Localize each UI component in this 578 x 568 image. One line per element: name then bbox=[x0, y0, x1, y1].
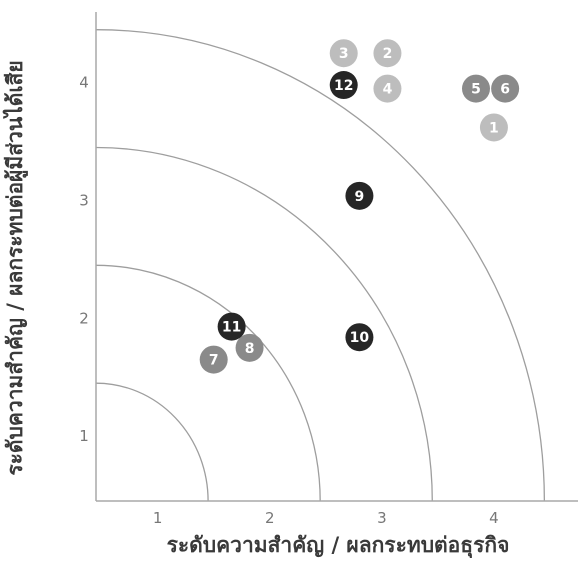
x-tick-label: 2 bbox=[265, 509, 275, 527]
point-number: 1 bbox=[489, 120, 499, 136]
point-12: 12 bbox=[329, 71, 358, 100]
point-number: 9 bbox=[355, 189, 365, 205]
point-marker bbox=[345, 323, 374, 352]
point-marker bbox=[217, 312, 246, 341]
x-axis-title: ระดับความสำคัญ / ผลกระทบต่อธุรกิจ bbox=[167, 533, 510, 559]
point-marker bbox=[479, 113, 508, 142]
ring-1 bbox=[95, 382, 209, 502]
y-tick-label: 3 bbox=[79, 192, 89, 210]
point-3: 3 bbox=[329, 39, 358, 68]
ring-2 bbox=[95, 264, 321, 502]
point-number: 12 bbox=[334, 78, 353, 94]
y-tick-group: 1 2 3 4 bbox=[79, 74, 89, 445]
point-marker bbox=[329, 71, 358, 100]
y-tick-label: 4 bbox=[79, 74, 89, 92]
ring-4 bbox=[95, 29, 546, 502]
point-number: 2 bbox=[383, 46, 393, 62]
y-tick-label: 1 bbox=[79, 427, 89, 445]
x-tick-label: 3 bbox=[377, 509, 387, 527]
point-marker bbox=[235, 333, 264, 362]
point-6: 6 bbox=[491, 74, 520, 103]
point-7: 7 bbox=[199, 345, 228, 374]
point-number: 8 bbox=[245, 341, 255, 357]
point-marker bbox=[373, 74, 402, 103]
point-marker bbox=[461, 74, 490, 103]
y-tick-label: 2 bbox=[79, 309, 89, 327]
ring-group bbox=[95, 29, 546, 502]
point-number: 3 bbox=[339, 46, 349, 62]
point-4: 4 bbox=[373, 74, 402, 103]
point-marker bbox=[491, 74, 520, 103]
point-10: 10 bbox=[345, 323, 374, 352]
x-tick-group: 1 2 3 4 bbox=[153, 509, 499, 527]
point-number: 7 bbox=[209, 353, 219, 369]
point-number: 10 bbox=[350, 330, 370, 346]
point-2: 2 bbox=[373, 39, 402, 68]
x-tick-label: 1 bbox=[153, 509, 163, 527]
point-number: 6 bbox=[500, 82, 510, 98]
point-number: 4 bbox=[383, 82, 393, 98]
point-1: 1 bbox=[479, 113, 508, 142]
y-axis-title: ระดับความสำคัญ / ผลกระทบต่อผู้มีส่วนได้เ… bbox=[2, 60, 29, 475]
point-5: 5 bbox=[461, 74, 490, 103]
point-marker bbox=[345, 181, 374, 210]
x-tick-label: 4 bbox=[489, 509, 499, 527]
point-9: 9 bbox=[345, 181, 374, 210]
ring-3 bbox=[95, 146, 433, 502]
point-marker bbox=[373, 39, 402, 68]
point-8: 8 bbox=[235, 333, 264, 362]
point-number: 5 bbox=[471, 82, 481, 98]
point-number: 11 bbox=[222, 320, 241, 336]
point-marker bbox=[199, 345, 228, 374]
point-11: 11 bbox=[217, 312, 246, 341]
point-marker bbox=[329, 39, 358, 68]
